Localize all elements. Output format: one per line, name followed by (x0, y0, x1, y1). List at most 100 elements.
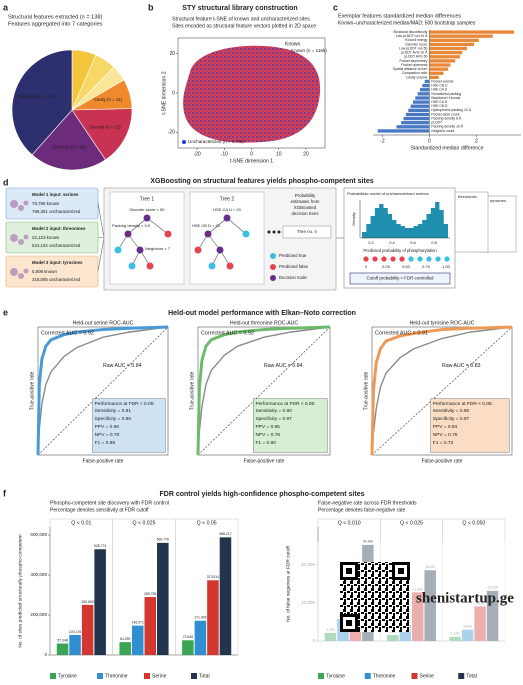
stats-title: Performance at FDR < 0.05: (95, 401, 155, 407)
x-tick-label: -10 (221, 151, 228, 157)
bar-label: Pocket openness (401, 63, 427, 67)
roc-curve (196, 325, 331, 456)
value-label: 250,653 (81, 600, 93, 604)
card-title: tyrosines (490, 198, 506, 203)
prob-tick-label: 1.00 (442, 264, 451, 269)
stats-line: NPV = 0.76 (433, 432, 458, 438)
value-label: 73,545 (183, 635, 193, 639)
hist-tick-label: 0.6 (410, 240, 416, 245)
x-axis-label: t-SNE dimension 1 (230, 158, 273, 164)
stats-line: Sensitivity = 0.80 (255, 408, 292, 414)
y-tick-label: 0 (172, 90, 175, 96)
histogram (362, 202, 448, 238)
curve-label: Corrected AUC = 0.92 (201, 330, 254, 336)
value-label: 146,971 (132, 620, 144, 624)
tree-legend-swatches (270, 253, 276, 281)
bar-label: pLDDT (431, 121, 442, 125)
bar (144, 597, 157, 655)
bar (417, 92, 430, 96)
density-label: Density (351, 212, 356, 225)
bar (405, 112, 430, 117)
prob-tick-label: 0.75 (422, 264, 431, 269)
tree-title: Tree 1 (140, 196, 154, 202)
bar-label: Cavity volume (406, 75, 427, 79)
x-tick-label: 2 (475, 138, 478, 144)
hist-tick-label: 0.8 (431, 240, 437, 245)
x-tick-label: -20 (193, 151, 200, 157)
arrows (97, 202, 344, 272)
model-title: Model 1 input: serines (32, 192, 79, 197)
curve-label: Raw AUC = 0.84 (103, 363, 142, 369)
bar (207, 580, 219, 655)
y-tick-label: 0 (44, 652, 47, 657)
chart-subtitle: Sites encoded as structural feature vect… (172, 23, 316, 29)
roc-curve (37, 326, 169, 456)
probability-note: XGBoosted (294, 205, 317, 210)
stats-line: Specificity = 0.97 (433, 416, 470, 422)
value-label: 57,348 (57, 638, 67, 642)
bar (429, 63, 451, 67)
facet-label: Q < 0.010 (338, 520, 361, 526)
bar (182, 640, 194, 655)
tree-node-label: Packing density < 0.5 (112, 223, 151, 228)
section-title: XGBoosting on structural features yields… (150, 178, 373, 185)
bar (410, 104, 430, 108)
stats-line: PPV = 0.94 (433, 424, 458, 430)
value-label: 171,409 (194, 616, 206, 620)
legend-swatch (285, 49, 289, 53)
bar (429, 71, 444, 75)
bar (429, 46, 467, 51)
y-axis-label: True-positive rate (363, 371, 369, 410)
value-label: 289,789 (144, 592, 156, 596)
bar (422, 83, 430, 88)
slice-label: Density (n = 22) (89, 124, 121, 129)
stats-line: F1 = 0.88 (95, 440, 116, 446)
bar (403, 116, 430, 121)
tree-nodes (114, 214, 281, 270)
bar-label: HSE CA U (431, 88, 447, 92)
panel-label: f (3, 488, 7, 498)
legend-swatch (97, 673, 103, 679)
watermark-text: shenistartup.ge (416, 590, 514, 606)
bar-label: HSE CA D (431, 100, 447, 104)
y-axis-label: True-positive rate (189, 371, 195, 410)
x-axis-label: False-positive rate (244, 458, 285, 464)
chart-title: Phospho-competent site discovery with FD… (50, 500, 169, 506)
y-axis-label: t-SNE dimension 2 (161, 71, 167, 114)
bar-label: Spatial distance to turn (393, 67, 428, 71)
y-axis-label: No. of sites predicted structurally phos… (17, 534, 23, 648)
panel-label: a (3, 2, 9, 12)
legend-label: Predicted false (279, 264, 309, 269)
tree-node-label: HSE CB D < 20 (192, 223, 221, 228)
bar (56, 643, 69, 655)
panel-label: c (333, 2, 338, 12)
model-known: 5,909 known (32, 269, 57, 274)
legend-label: Tyrosine (58, 673, 77, 679)
legend-label: Predicted true (279, 253, 307, 258)
chart-title: False-negative rate across FDR threshold… (318, 500, 417, 506)
bar (429, 75, 439, 80)
y-tick-label: 600,000 (30, 532, 47, 537)
legend-swatch (50, 673, 56, 679)
legend-label: Serine (420, 673, 435, 679)
x-tick-label: -2 (380, 138, 385, 144)
bar-label: Pocket atom count (431, 112, 459, 116)
bar-label: Backbone H-bonds (431, 96, 460, 100)
legend-label: Threonine (105, 673, 128, 679)
bar-label: Pocket volume (431, 79, 453, 83)
x-tick-label: 0 (250, 151, 253, 157)
tree-title: Tree 2 (220, 196, 234, 202)
bar (94, 549, 106, 655)
bar-label: Hydrophobic packing 10 Å (431, 107, 471, 112)
roc-curve (197, 326, 331, 456)
pie-slice (31, 109, 106, 171)
bar (157, 542, 169, 655)
legend-swatch (318, 673, 324, 679)
bar (429, 30, 514, 34)
x-tick-label: 0 (428, 138, 431, 144)
slice-label: Cavity (n = 11) (94, 97, 123, 102)
chance-line (371, 326, 513, 456)
model-uncharacterized: 318,085 uncharacterized (32, 277, 81, 282)
bar (131, 625, 144, 655)
tree-node-label: HSE CA U < 20 (213, 207, 241, 212)
